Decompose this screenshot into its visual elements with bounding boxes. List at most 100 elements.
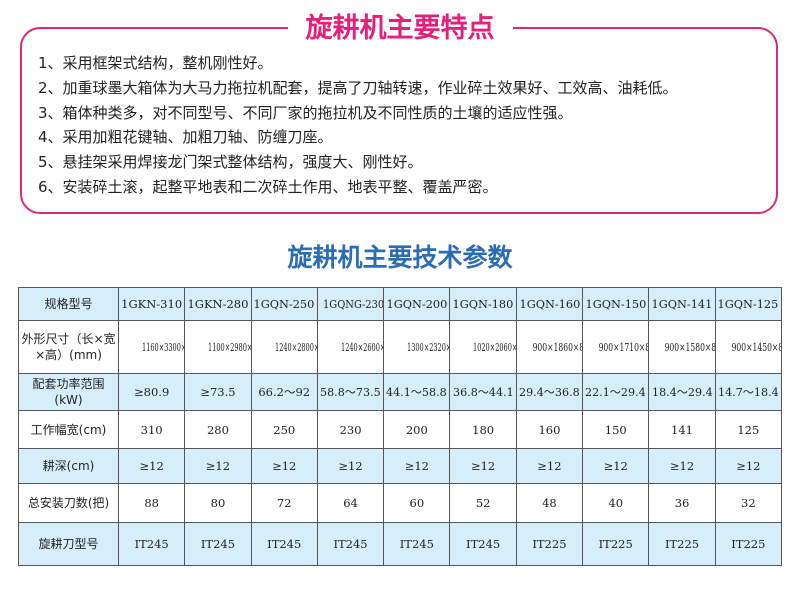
cell-value: ≥12	[470, 459, 496, 473]
table-cell: 72	[250, 483, 318, 523]
table-cell: 1020×2060×1040	[449, 320, 517, 374]
cell-value: 1GQN-160	[518, 297, 580, 311]
table-row: 工作幅宽(cm) 310 280 250 230 200 180 160 150 141 125	[18, 410, 783, 449]
cell-value: 180	[472, 422, 495, 437]
cell-value: 141	[671, 422, 693, 437]
table-cell: 40	[582, 483, 650, 523]
cell-value: 14.7～18.4	[717, 385, 779, 399]
cell-value: 22.1～29.4	[585, 385, 647, 399]
cell-value: 1GQN-200	[386, 297, 448, 311]
table-cell: 32	[714, 483, 783, 523]
feature-item: 2、加重球墨大箱体为大马力拖拉机配套，提高了刀轴转速，作业碎土效果好、工效高、油…	[38, 78, 678, 97]
cell-value: IT245	[466, 537, 501, 551]
table-cell: 60	[383, 483, 451, 523]
cell-value: IT225	[731, 537, 766, 551]
cell-value: 52	[475, 496, 491, 510]
cell-value: ≥12	[537, 459, 562, 473]
cell-value: 160	[538, 422, 561, 437]
table-cell: ≥12	[117, 448, 186, 484]
table-cell: 1GQN-125	[714, 287, 783, 321]
table-cell: 22.1～29.4	[582, 373, 650, 411]
table-cell: 200	[383, 410, 451, 449]
table-cell: 160	[515, 410, 584, 449]
cell-value: 1GQN-250	[253, 297, 315, 311]
cell-value: ≥12	[404, 459, 429, 473]
table-cell: 1GQN-200	[383, 287, 451, 321]
table-cell: 58.8～73.5	[316, 373, 385, 411]
table-cell: ≥12	[714, 448, 783, 484]
table-cell: 48	[515, 483, 584, 523]
table-cell: 1GQN-141	[648, 287, 716, 321]
table-cell: 44.1～58.8	[383, 373, 451, 411]
table-cell: 36	[648, 483, 716, 523]
cell-value: ≥12	[669, 459, 695, 473]
table-cell: 141	[648, 410, 716, 449]
table-cell: ≥73.5	[184, 373, 252, 411]
cell-value: 36.8～44.1	[452, 385, 514, 399]
cell-value: 48	[542, 496, 557, 510]
table-cell: ≥12	[184, 448, 252, 484]
feature-item: 6、安装碎土滚，起整平地表和二次碎土作用、地表平整、覆盖严密。	[38, 177, 498, 196]
cell-value: ≥12	[603, 459, 628, 473]
cell-value: 900×1450×860	[731, 340, 780, 354]
feature-item: 1、采用框架式结构，整机刚性好。	[38, 54, 273, 72]
table-cell: 52	[449, 483, 517, 523]
cell-value: 250	[273, 422, 296, 437]
table-cell: IT245	[250, 522, 318, 566]
cell-value: 1240×2800×1140	[274, 340, 317, 354]
table-cell: IT245	[316, 522, 385, 566]
cell-value: 150	[604, 422, 627, 437]
table-cell: 1GQN-250	[250, 287, 318, 321]
cell-value: 1160×3300×1300	[142, 340, 184, 354]
cell-value: 1GKN-280	[187, 297, 249, 311]
table-cell: 1GQN-180	[449, 287, 517, 321]
table-cell: 1300×2320×1020	[383, 320, 451, 374]
specs-title: 旋耕机主要技术参数	[287, 243, 513, 272]
cell-value: 900×1580×860	[664, 340, 714, 354]
cell-value: 230	[339, 422, 362, 437]
table-cell: IT245	[117, 522, 186, 566]
table-cell: 900×1710×860	[582, 320, 650, 374]
table-cell: 900×1450×860	[714, 320, 783, 374]
cell-value: 40	[608, 496, 624, 510]
specs-table: 规格型号 1GKN-310 1GKN-280 1GQN-250 1GQNG-230 1GQ…	[18, 287, 783, 566]
table-cell: 64	[316, 483, 385, 523]
cell-value: ≥80.9	[134, 385, 170, 399]
cell-value: 280	[206, 422, 229, 437]
row-label: 工作幅宽(cm)	[18, 410, 119, 449]
table-cell: 1100×2980×1170	[184, 320, 252, 374]
row-label: 外形尺寸（长×宽×高）(mm)	[18, 320, 119, 374]
table-cell: 1GQNG-230	[316, 287, 385, 321]
cell-value: IT245	[399, 537, 434, 551]
cell-value: 1020×2060×1040	[473, 340, 516, 354]
cell-value: 1GKN-310	[121, 297, 183, 311]
row-label: 配套功率范围(kW)	[18, 373, 119, 411]
cell-value: 1300×2320×1020	[407, 340, 449, 354]
table-cell: 230	[316, 410, 385, 449]
cell-value: 36	[674, 496, 690, 510]
table-cell: ≥12	[383, 448, 451, 484]
table-cell: 1GKN-310	[117, 287, 186, 321]
table-cell: 125	[714, 410, 783, 449]
table-cell: 88	[117, 483, 186, 523]
cell-value: 44.1～58.8	[386, 385, 448, 399]
table-cell: ≥12	[515, 448, 584, 484]
cell-value: 18.4～29.4	[651, 385, 713, 399]
table-cell: 280	[184, 410, 252, 449]
cell-value: IT225	[532, 537, 567, 551]
feature-item: 3、箱体种类多，对不同型号、不同厂家的拖拉机及不同性质的土壤的适应性强。	[38, 103, 573, 122]
table-cell: ≥12	[582, 448, 650, 484]
table-row: 规格型号 1GKN-310 1GKN-280 1GQN-250 1GQNG-230 1GQ…	[18, 287, 783, 321]
table-row: 配套功率范围(kW) ≥80.9 ≥73.5 66.2～92 58.8～73.5 44.1…	[18, 373, 783, 411]
table-cell: 1240×2600×1070	[316, 320, 385, 374]
cell-value: ≥12	[139, 459, 164, 473]
feature-item: 5、悬挂架采用焊接龙门架式整体结构，强度大、刚性好。	[38, 153, 423, 172]
table-cell: 36.8～44.1	[449, 373, 517, 411]
cell-value: IT245	[333, 537, 368, 551]
cell-value: IT245	[134, 537, 169, 551]
table-cell: ≥12	[648, 448, 716, 484]
cell-value: ≥12	[736, 459, 761, 473]
table-cell: IT225	[515, 522, 584, 566]
table-row: 旋耕刀型号 IT245 IT245 IT245 IT245 IT245 IT245 IT225…	[18, 522, 783, 566]
table-cell: 1240×2800×1140	[250, 320, 318, 374]
